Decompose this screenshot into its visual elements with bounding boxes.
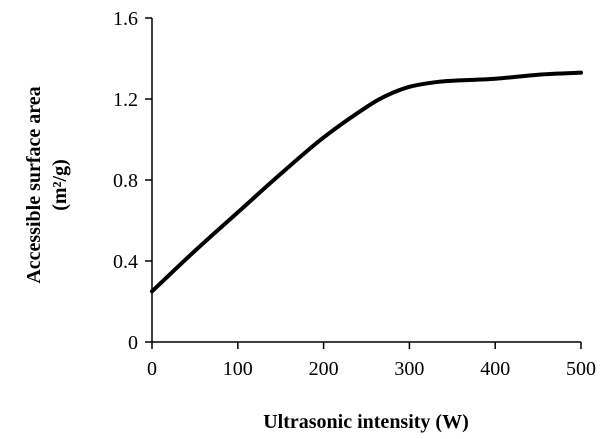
y-tick-label: 0.4 — [113, 251, 138, 273]
y-axis-title-line1: Accessible surface area — [23, 86, 45, 283]
x-tick-label: 300 — [394, 358, 424, 380]
series-line — [150, 70, 583, 294]
y-tick-label: 0 — [128, 332, 138, 354]
x-tick-label: 200 — [309, 358, 339, 380]
y-tick-label: 1.6 — [113, 8, 138, 30]
x-tick-label: 0 — [147, 358, 157, 380]
x-tick-label: 100 — [223, 358, 253, 380]
y-tick-label: 1.2 — [113, 89, 138, 111]
y-tick-label: 0.8 — [113, 170, 138, 192]
x-tick-label: 500 — [566, 358, 596, 380]
x-axis-title: Ultrasonic intensity (W) — [263, 411, 469, 433]
x-axis-ticks: 0 100 200 300 400 500 — [147, 342, 596, 380]
x-tick-label: 400 — [480, 358, 510, 380]
y-axis-title-line2: (m²/g) — [49, 159, 71, 211]
y-axis-ticks: 0 0.4 0.8 1.2 1.6 — [113, 8, 152, 354]
